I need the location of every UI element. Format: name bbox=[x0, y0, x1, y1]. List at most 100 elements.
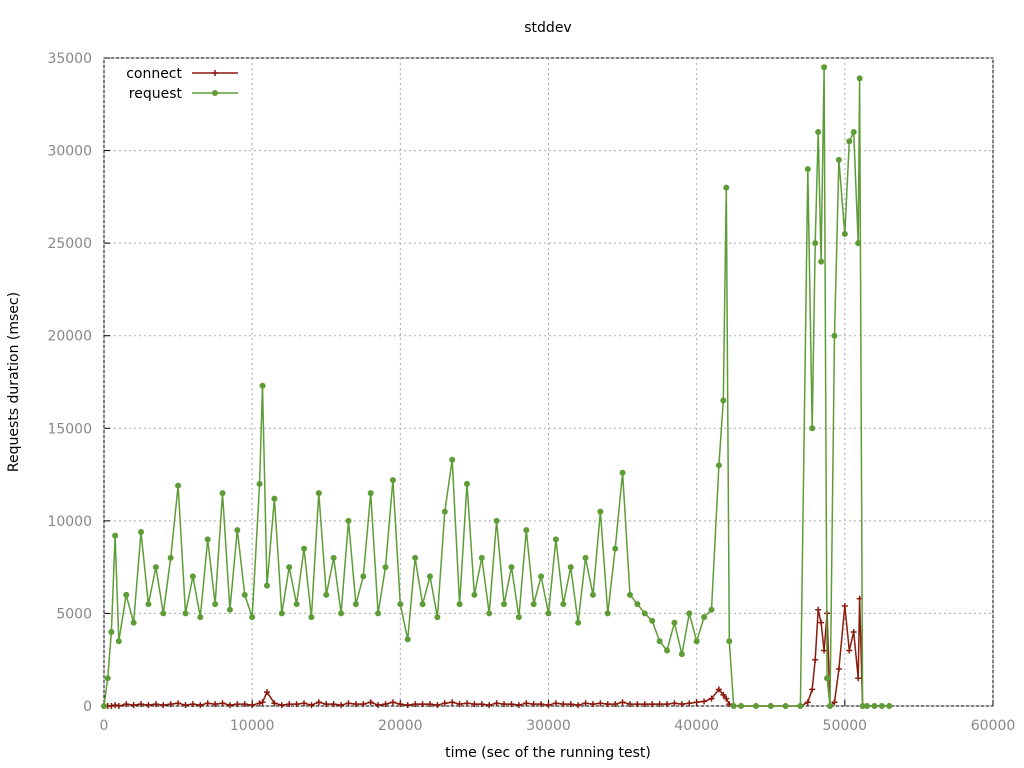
data-point bbox=[404, 702, 411, 709]
data-point bbox=[508, 564, 515, 571]
data-point bbox=[189, 573, 196, 580]
data-point bbox=[464, 700, 471, 707]
series-line bbox=[104, 598, 890, 708]
data-point bbox=[456, 601, 463, 608]
data-point bbox=[219, 490, 226, 497]
data-point bbox=[708, 606, 715, 613]
data-point bbox=[726, 638, 733, 645]
data-point bbox=[821, 64, 828, 71]
data-point bbox=[241, 591, 248, 598]
data-point bbox=[145, 702, 152, 709]
data-point bbox=[167, 554, 174, 561]
data-point bbox=[871, 703, 878, 709]
data-point bbox=[664, 647, 671, 654]
data-point bbox=[575, 702, 582, 709]
data-point bbox=[538, 573, 545, 580]
data-point bbox=[809, 686, 816, 693]
y-tick-label: 0 bbox=[83, 699, 92, 715]
data-point bbox=[589, 591, 596, 598]
y-tick-label: 25000 bbox=[47, 236, 92, 252]
data-point bbox=[108, 628, 115, 635]
data-point bbox=[259, 699, 266, 706]
data-point bbox=[256, 480, 263, 487]
data-point bbox=[182, 702, 189, 709]
data-point bbox=[575, 619, 582, 626]
data-point bbox=[241, 701, 248, 708]
data-point bbox=[686, 700, 693, 707]
data-point bbox=[797, 703, 804, 709]
series bbox=[101, 64, 893, 709]
data-point bbox=[818, 258, 825, 265]
x-tick-label: 30000 bbox=[526, 718, 571, 734]
data-point bbox=[130, 702, 137, 709]
data-point bbox=[278, 610, 285, 617]
x-tick-label: 0 bbox=[100, 718, 109, 734]
data-point bbox=[115, 638, 122, 645]
data-point bbox=[286, 701, 293, 708]
data-point bbox=[115, 703, 122, 709]
y-tick-label: 15000 bbox=[47, 421, 92, 437]
data-point bbox=[538, 701, 545, 708]
data-point bbox=[315, 699, 322, 706]
data-point bbox=[256, 700, 263, 707]
data-point bbox=[701, 614, 708, 621]
data-point bbox=[197, 614, 204, 621]
data-point bbox=[523, 527, 530, 534]
x-tick-label: 20000 bbox=[378, 718, 423, 734]
data-point bbox=[382, 701, 389, 708]
data-point bbox=[123, 591, 130, 598]
data-point bbox=[715, 686, 722, 693]
chart-title: stddev bbox=[524, 20, 571, 36]
data-point bbox=[389, 699, 396, 706]
y-tick-label: 35000 bbox=[47, 51, 92, 67]
data-point bbox=[515, 702, 522, 709]
data-point bbox=[726, 701, 733, 708]
data-point bbox=[104, 675, 111, 682]
data-point bbox=[597, 508, 604, 515]
legend-marker bbox=[212, 70, 218, 76]
data-point bbox=[886, 703, 893, 709]
x-tick-label: 40000 bbox=[674, 718, 719, 734]
data-point bbox=[619, 699, 626, 706]
data-point bbox=[197, 702, 204, 709]
data-point bbox=[412, 554, 419, 561]
x-axis-label: time (sec of the running test) bbox=[445, 745, 651, 761]
data-point bbox=[846, 138, 853, 145]
data-point bbox=[612, 545, 619, 552]
series bbox=[101, 595, 893, 709]
data-point bbox=[582, 554, 589, 561]
data-point bbox=[175, 482, 182, 489]
data-point bbox=[523, 700, 530, 707]
data-point bbox=[263, 582, 270, 589]
data-point bbox=[301, 545, 308, 552]
data-point bbox=[656, 638, 663, 645]
data-point bbox=[108, 703, 115, 709]
data-point bbox=[249, 702, 256, 709]
data-point bbox=[752, 703, 759, 709]
data-point bbox=[249, 614, 256, 621]
data-point bbox=[160, 702, 167, 709]
data-point bbox=[589, 701, 596, 708]
data-point bbox=[112, 532, 119, 539]
data-point bbox=[375, 610, 382, 617]
data-point bbox=[212, 701, 219, 708]
data-point bbox=[367, 490, 374, 497]
data-point bbox=[501, 701, 508, 708]
data-point bbox=[815, 606, 822, 613]
data-point bbox=[671, 700, 678, 707]
data-point bbox=[271, 700, 278, 707]
data-point bbox=[426, 573, 433, 580]
x-tick-label: 10000 bbox=[230, 718, 275, 734]
data-point bbox=[846, 647, 853, 654]
data-point bbox=[664, 701, 671, 708]
data-point bbox=[160, 610, 167, 617]
x-tick-label: 50000 bbox=[823, 718, 868, 734]
data-point bbox=[530, 601, 537, 608]
data-point bbox=[812, 240, 819, 247]
data-point bbox=[782, 703, 789, 709]
data-point bbox=[720, 691, 727, 698]
data-point bbox=[434, 702, 441, 709]
data-point bbox=[818, 619, 825, 626]
data-point bbox=[182, 610, 189, 617]
data-point bbox=[419, 601, 426, 608]
